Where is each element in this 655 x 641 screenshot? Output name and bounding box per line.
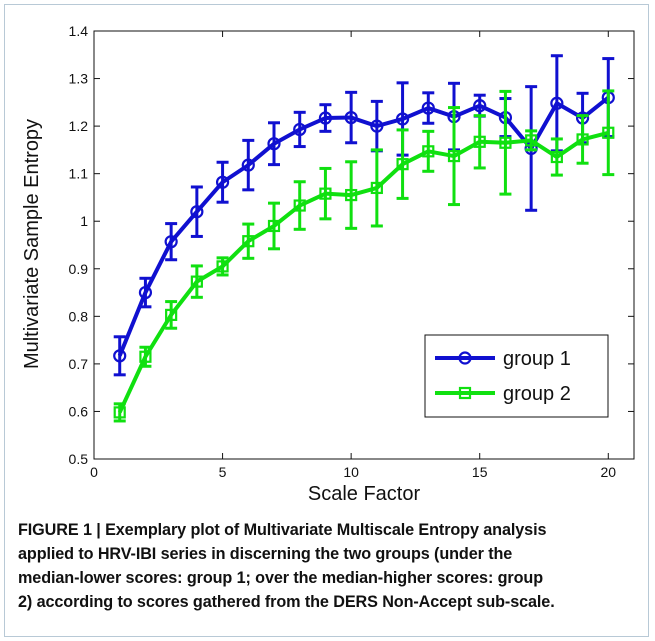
data-point-circle — [421, 101, 435, 115]
data-point-circle — [473, 99, 487, 113]
data-point-circle — [215, 175, 230, 189]
data-point-square — [267, 219, 281, 233]
data-point-square — [499, 136, 512, 149]
data-point-square — [216, 260, 229, 273]
data-point-square — [396, 158, 409, 171]
data-point-square — [370, 181, 383, 195]
data-point-square — [447, 149, 461, 163]
data-point-square — [319, 187, 332, 200]
legend: group 1 group 2 — [424, 334, 609, 418]
series-2 — [113, 89, 615, 423]
y-tick-label: 0.7 — [69, 356, 89, 372]
data-point-circle — [190, 205, 204, 219]
legend-label: group 2 — [503, 383, 571, 405]
legend-marker — [458, 386, 472, 400]
data-point-square — [550, 150, 563, 164]
caption-line-4: 2) according to scores gathered from the… — [18, 593, 555, 611]
data-point-circle — [267, 137, 281, 151]
data-point-square — [345, 188, 358, 202]
data-point-square — [525, 134, 538, 147]
caption-line-3: median-lower scores: group 1; over the m… — [18, 569, 543, 587]
data-point-circle — [318, 111, 333, 125]
y-tick-label: 1.3 — [69, 71, 89, 87]
data-point-square — [473, 135, 486, 148]
x-tick-label: 15 — [472, 464, 488, 480]
data-point-circle — [241, 158, 255, 172]
plot-area-box — [93, 30, 635, 460]
y-tick-label: 1 — [80, 213, 88, 229]
data-point-square — [422, 145, 435, 158]
y-tick-label: 0.5 — [69, 451, 89, 467]
data-point-circle — [370, 119, 384, 133]
x-tick-label: 10 — [343, 464, 359, 480]
data-point-circle — [344, 110, 358, 125]
y-axis-label: Multivariate Sample Entropy — [21, 119, 43, 369]
data-point-square — [139, 350, 152, 363]
data-point-square — [602, 126, 615, 139]
data-point-circle — [138, 285, 153, 300]
y-tick-label: 0.6 — [69, 403, 89, 419]
figure-caption: FIGURE 1 | Exemplary plot of Multivariat… — [18, 518, 638, 614]
mse-line-chart: 0 5 10 15 20 0.5 0.6 0.7 0.8 0.9 1 1.1 1.2 1.3 1.4 gro… — [21, 23, 635, 505]
x-tick-label: 0 — [90, 464, 98, 480]
axes-layer: 0 5 10 15 20 0.5 0.6 0.7 0.8 0.9 1 1.1 1.2 1.3 1.4 — [69, 23, 635, 480]
y-tick-label: 0.8 — [69, 308, 89, 324]
data-point-square — [242, 235, 255, 248]
data-point-square — [576, 133, 589, 146]
series-layer — [113, 54, 615, 423]
x-tick-label: 5 — [219, 464, 227, 480]
caption-line-2: applied to HRV-IBI series in discerning … — [18, 545, 513, 563]
data-point-square — [113, 406, 126, 419]
data-point-circle — [550, 96, 564, 110]
data-point-circle — [164, 235, 178, 249]
data-point-circle — [113, 349, 127, 363]
caption-line-1: FIGURE 1 | Exemplary plot of Multivariat… — [18, 521, 547, 539]
series-1 — [113, 54, 615, 377]
x-tick-label: 20 — [600, 464, 616, 480]
legend-box — [424, 334, 609, 418]
data-point-circle — [395, 112, 410, 126]
legend-marker — [458, 351, 472, 365]
data-point-square — [165, 308, 178, 322]
y-tick-label: 1.2 — [69, 118, 89, 134]
y-tick-label: 1.1 — [69, 166, 89, 182]
data-point-circle — [293, 122, 307, 137]
y-tick-label: 0.9 — [69, 261, 89, 277]
legend-label: group 1 — [503, 348, 571, 370]
y-tick-label: 1.4 — [69, 23, 89, 39]
data-point-square — [190, 275, 203, 288]
x-axis-label: Scale Factor — [308, 483, 421, 505]
data-point-square — [293, 199, 306, 212]
